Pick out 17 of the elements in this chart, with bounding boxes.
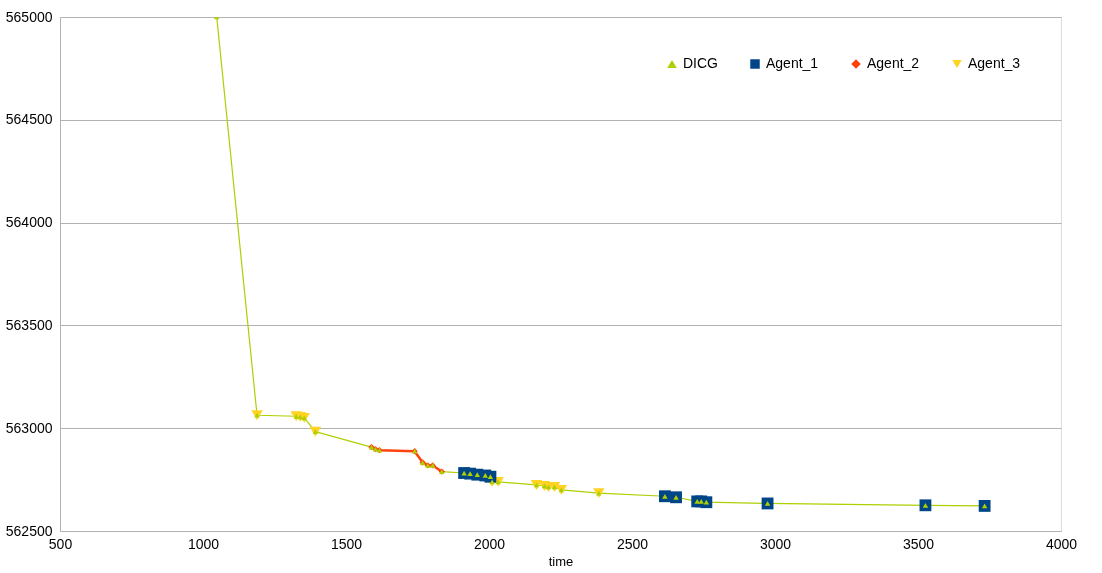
x-tick-label: 2500 [616,535,649,552]
x-tick-label: 4000 [1045,535,1078,552]
x-tick-label: 1000 [187,535,220,552]
legend-label: Agent_1 [766,55,819,71]
y-tick-label: 564500 [5,111,53,128]
y-tick-label: 563000 [5,419,53,436]
x-axis-title: time [548,553,574,569]
x-tick-label: 2000 [473,535,506,552]
legend-label: Agent_3 [968,55,1021,71]
x-tick-label: 1500 [330,535,363,552]
y-tick-label: 565000 [5,8,53,25]
legend-label: DICG [683,55,718,71]
x-tick-label: 3500 [902,535,935,552]
y-tick-label: 563500 [5,316,53,333]
x-tick-label: 3000 [759,535,792,552]
legend-label: Agent_2 [867,55,920,71]
y-tick-label: 564000 [5,214,53,231]
